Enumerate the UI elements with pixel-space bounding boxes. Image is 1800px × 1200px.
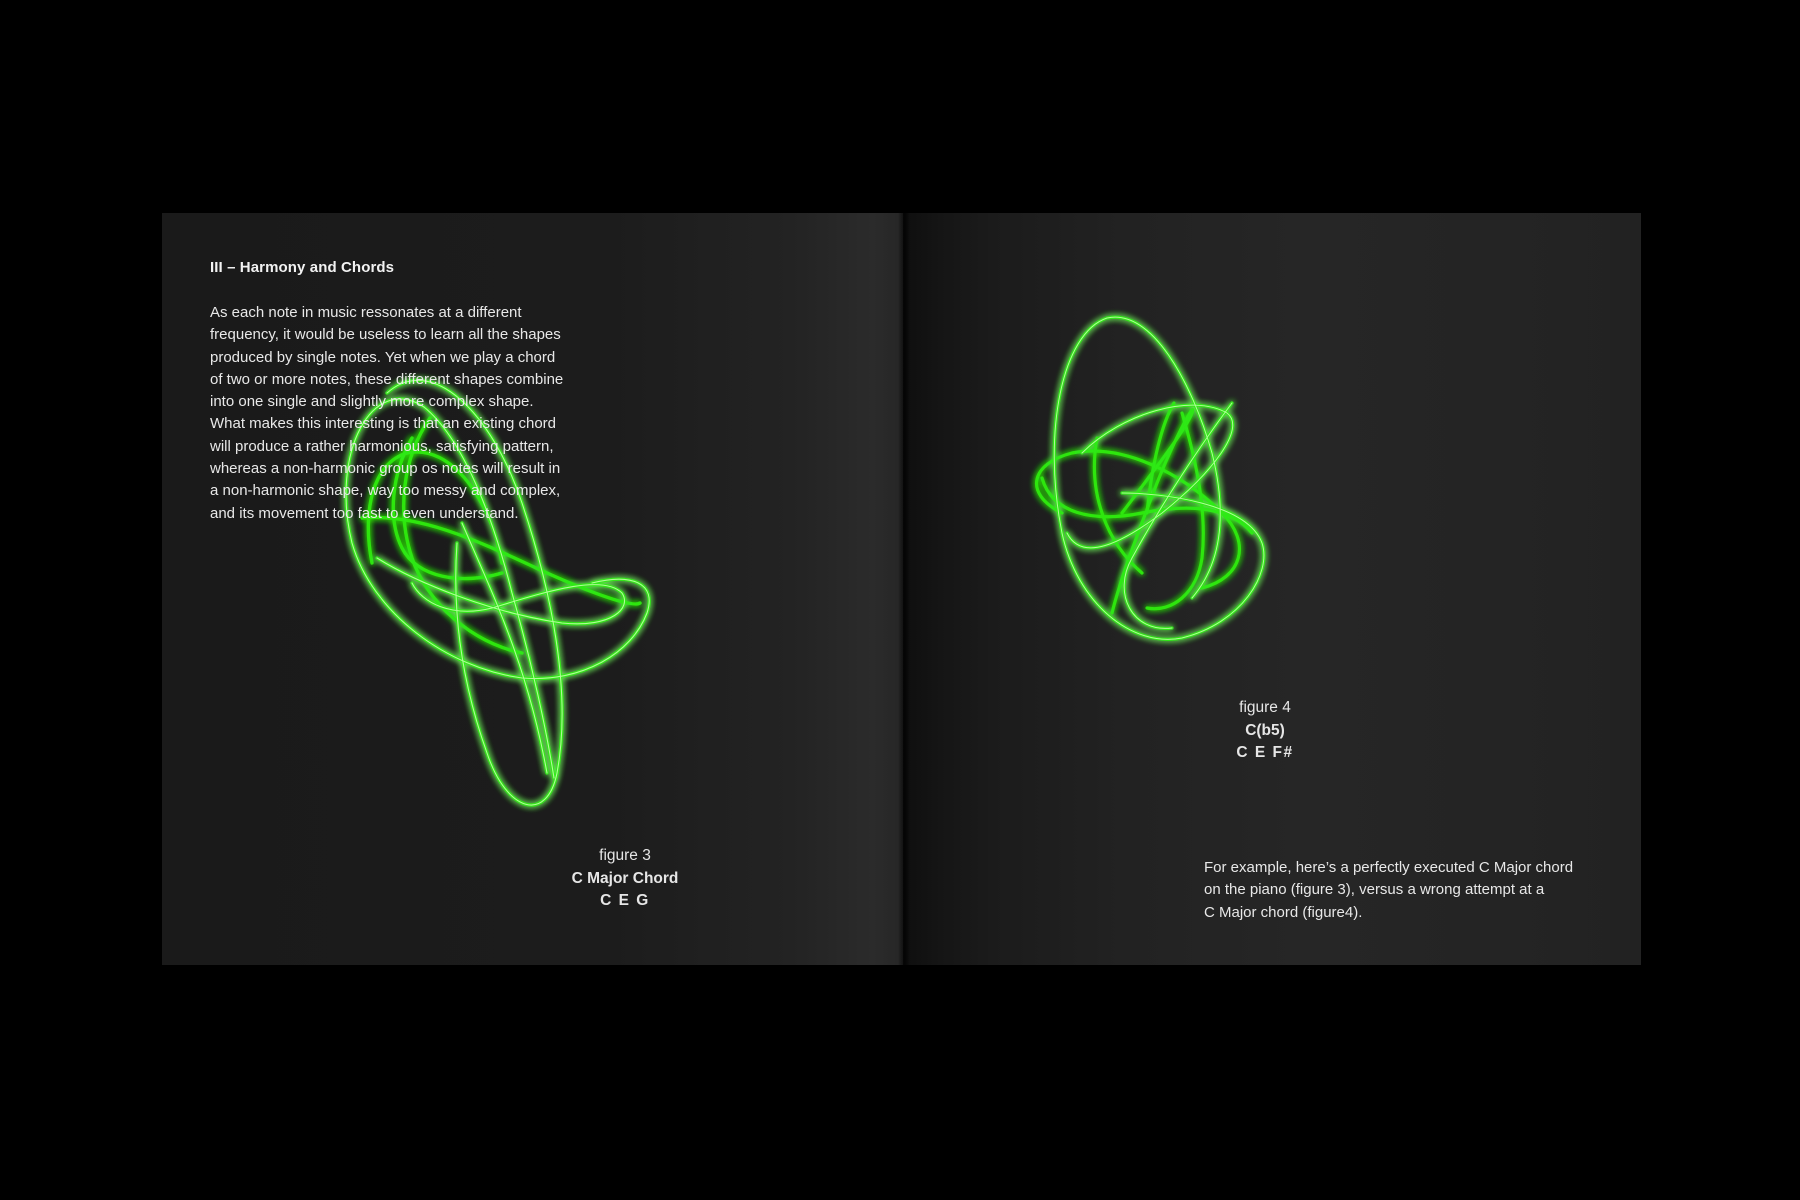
left-page — [162, 213, 903, 965]
section-heading: III – Harmony and Chords — [210, 259, 395, 276]
figure-3-label: figure 3 — [599, 847, 651, 864]
intro-paragraph: As each note in music ressonates at a di… — [210, 302, 610, 525]
oscilloscope-figures — [344, 315, 1266, 807]
figure-4-trace — [1034, 315, 1266, 641]
figure-3-trace — [344, 378, 651, 807]
note-line: For example, here’s a perfectly executed… — [1204, 859, 1574, 876]
paragraph-line: What makes this interesting is that an e… — [210, 415, 556, 433]
paragraph-line: of two or more notes, these different sh… — [210, 370, 564, 388]
figure-3-caption: figure 3 C Major Chord C E G — [535, 845, 715, 913]
right-page — [903, 213, 1641, 965]
paragraph-line: will produce a rather harmonious, satisf… — [210, 437, 554, 455]
paragraph-line: frequency, it would be useless to learn … — [210, 326, 561, 344]
figure-4-label: figure 4 — [1239, 699, 1291, 716]
note-line: C Major chord (figure4). — [1204, 903, 1363, 921]
paragraph-line: into one single and slightly more comple… — [210, 393, 534, 411]
comparison-note: For example, here’s a perfectly executed… — [1204, 857, 1604, 924]
paragraph-line: produced by single notes. Yet when we pl… — [210, 348, 556, 366]
paragraph-line: whereas a non-harmonic group os notes wi… — [210, 460, 561, 478]
figure-4-caption: figure 4 C(b5) C E F# — [1205, 697, 1325, 765]
figure-3-notes: C E G — [600, 892, 650, 909]
paragraph-line: and its movement too fast to even unders… — [210, 504, 519, 522]
figure-4-notes: C E F# — [1236, 744, 1294, 761]
note-line: on the piano (figure 3), versus a wrong … — [1204, 881, 1545, 899]
booklet-spread: III – Harmony and Chords As each note in… — [162, 213, 1641, 965]
figure-3-chord-name: C Major Chord — [571, 869, 679, 887]
paragraph-line: As each note in music ressonates at a di… — [210, 304, 522, 321]
figure-4-chord-name: C(b5) — [1245, 721, 1285, 739]
paragraph-line: a non-harmonic shape, way too messy and … — [210, 482, 561, 500]
